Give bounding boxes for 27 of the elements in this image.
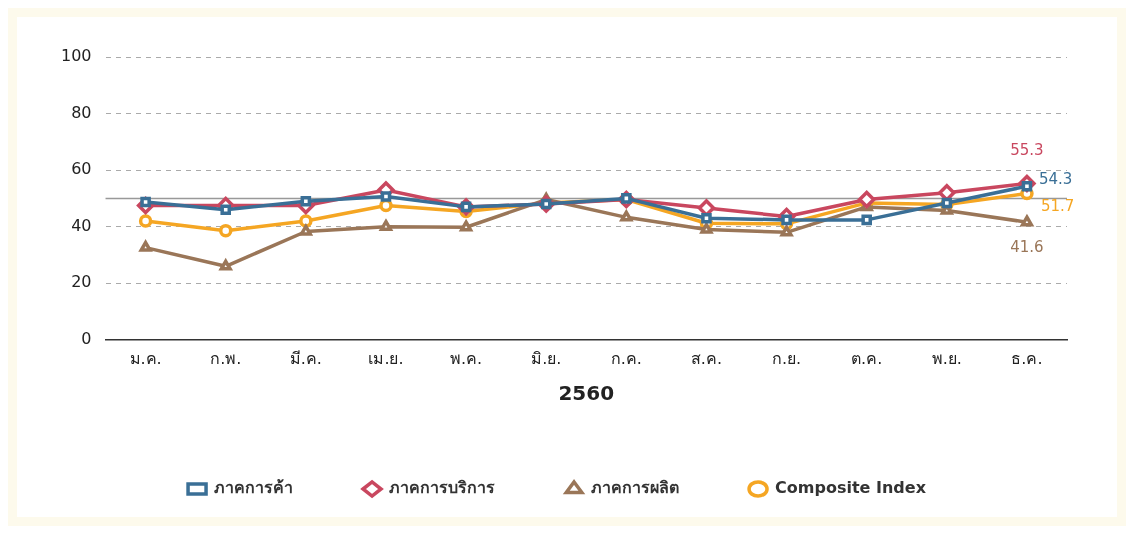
y-tick-label: 100 — [60, 46, 92, 66]
y-tick-label: 80 — [71, 102, 92, 122]
x-tick-label: มี.ค. — [289, 348, 322, 368]
legend-label: ภาคการผลิต — [591, 478, 680, 498]
data-label: 55.3 — [1010, 141, 1044, 160]
x-tick-label: ส.ค. — [690, 348, 723, 368]
y-tick-label: 40 — [71, 215, 92, 235]
x-tick-label: พ.ย. — [931, 348, 962, 368]
x-tick-label: ธ.ค. — [1011, 348, 1043, 368]
x-tick-label: มิ.ย. — [531, 348, 562, 368]
legend-label: Composite Index — [775, 478, 927, 498]
data-label: 41.6 — [1010, 238, 1044, 257]
legend-label: ภาคการบริการ — [389, 478, 496, 498]
y-tick-label: 60 — [71, 159, 92, 179]
x-tick-label: ก.พ. — [210, 348, 242, 368]
x-tick-label: พ.ค. — [450, 348, 483, 368]
x-tick-label: ก.ค. — [610, 348, 642, 368]
data-label: 54.3 — [1038, 170, 1073, 189]
data-label: 51.7 — [1040, 197, 1075, 216]
legend-label: ภาคการค้า — [214, 478, 294, 498]
x-tick-label: เม.ย. — [368, 348, 404, 368]
x-tick-label: ก.ย. — [771, 348, 802, 368]
x-axis-title: 2560 — [558, 381, 615, 406]
y-tick-label: 0 — [81, 328, 92, 348]
x-tick-label: ม.ค. — [129, 348, 162, 368]
x-tick-label: ต.ค. — [851, 348, 883, 368]
y-tick-label: 20 — [71, 272, 92, 292]
